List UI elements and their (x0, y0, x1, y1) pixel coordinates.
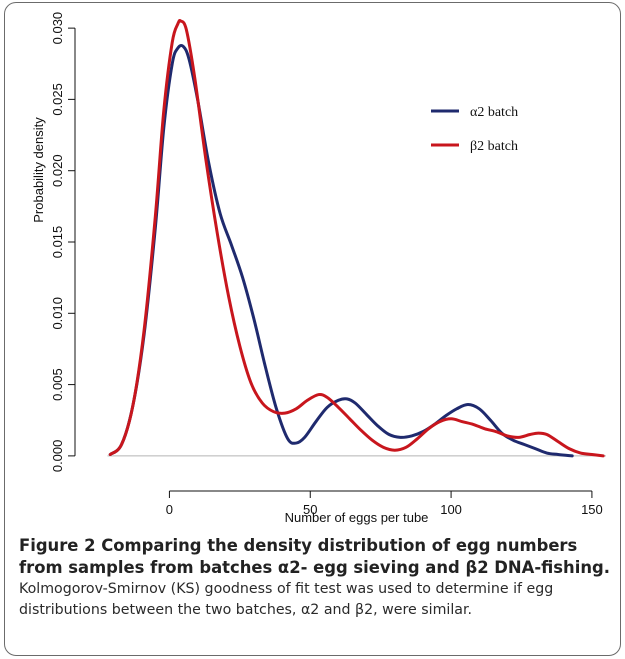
caption-title: Figure 2 Comparing the density distribut… (19, 536, 610, 577)
figure-caption: Figure 2 Comparing the density distribut… (19, 535, 615, 621)
series-line-alpha2 (108, 44, 574, 458)
x-tick-label: 150 (581, 502, 603, 517)
y-tick-label: 0.005 (50, 368, 65, 401)
y-tick-label: 0.010 (50, 297, 65, 330)
y-axis-title: Probability density (31, 117, 46, 223)
legend: α2 batch β2 batch (431, 105, 518, 154)
legend-label-alpha2: α2 batch (470, 105, 518, 120)
caption-body: Kolmogorov-Smirnov (KS) goodness of fit … (19, 581, 554, 618)
density-chart: 0.000 0.005 0.010 0.015 0.020 0.025 0.030 0 50 10… (31, 12, 606, 525)
y-tick-label: 0.020 (50, 154, 65, 187)
x-tick-label: 100 (440, 502, 462, 517)
y-tick-label: 0.000 (50, 440, 65, 473)
x-tick-label: 0 (166, 502, 173, 517)
series-line-beta2 (108, 19, 605, 458)
x-axis-title: Number of eggs per tube (285, 510, 429, 525)
y-tick-label: 0.030 (50, 12, 65, 45)
figure-frame: 0.000 0.005 0.010 0.015 0.020 0.025 0.030 0 50 10… (4, 2, 621, 656)
y-tick-label: 0.015 (50, 226, 65, 259)
x-tick-label: 50 (303, 502, 317, 517)
y-tick-label: 0.025 (50, 83, 65, 116)
legend-label-beta2: β2 batch (470, 139, 518, 154)
